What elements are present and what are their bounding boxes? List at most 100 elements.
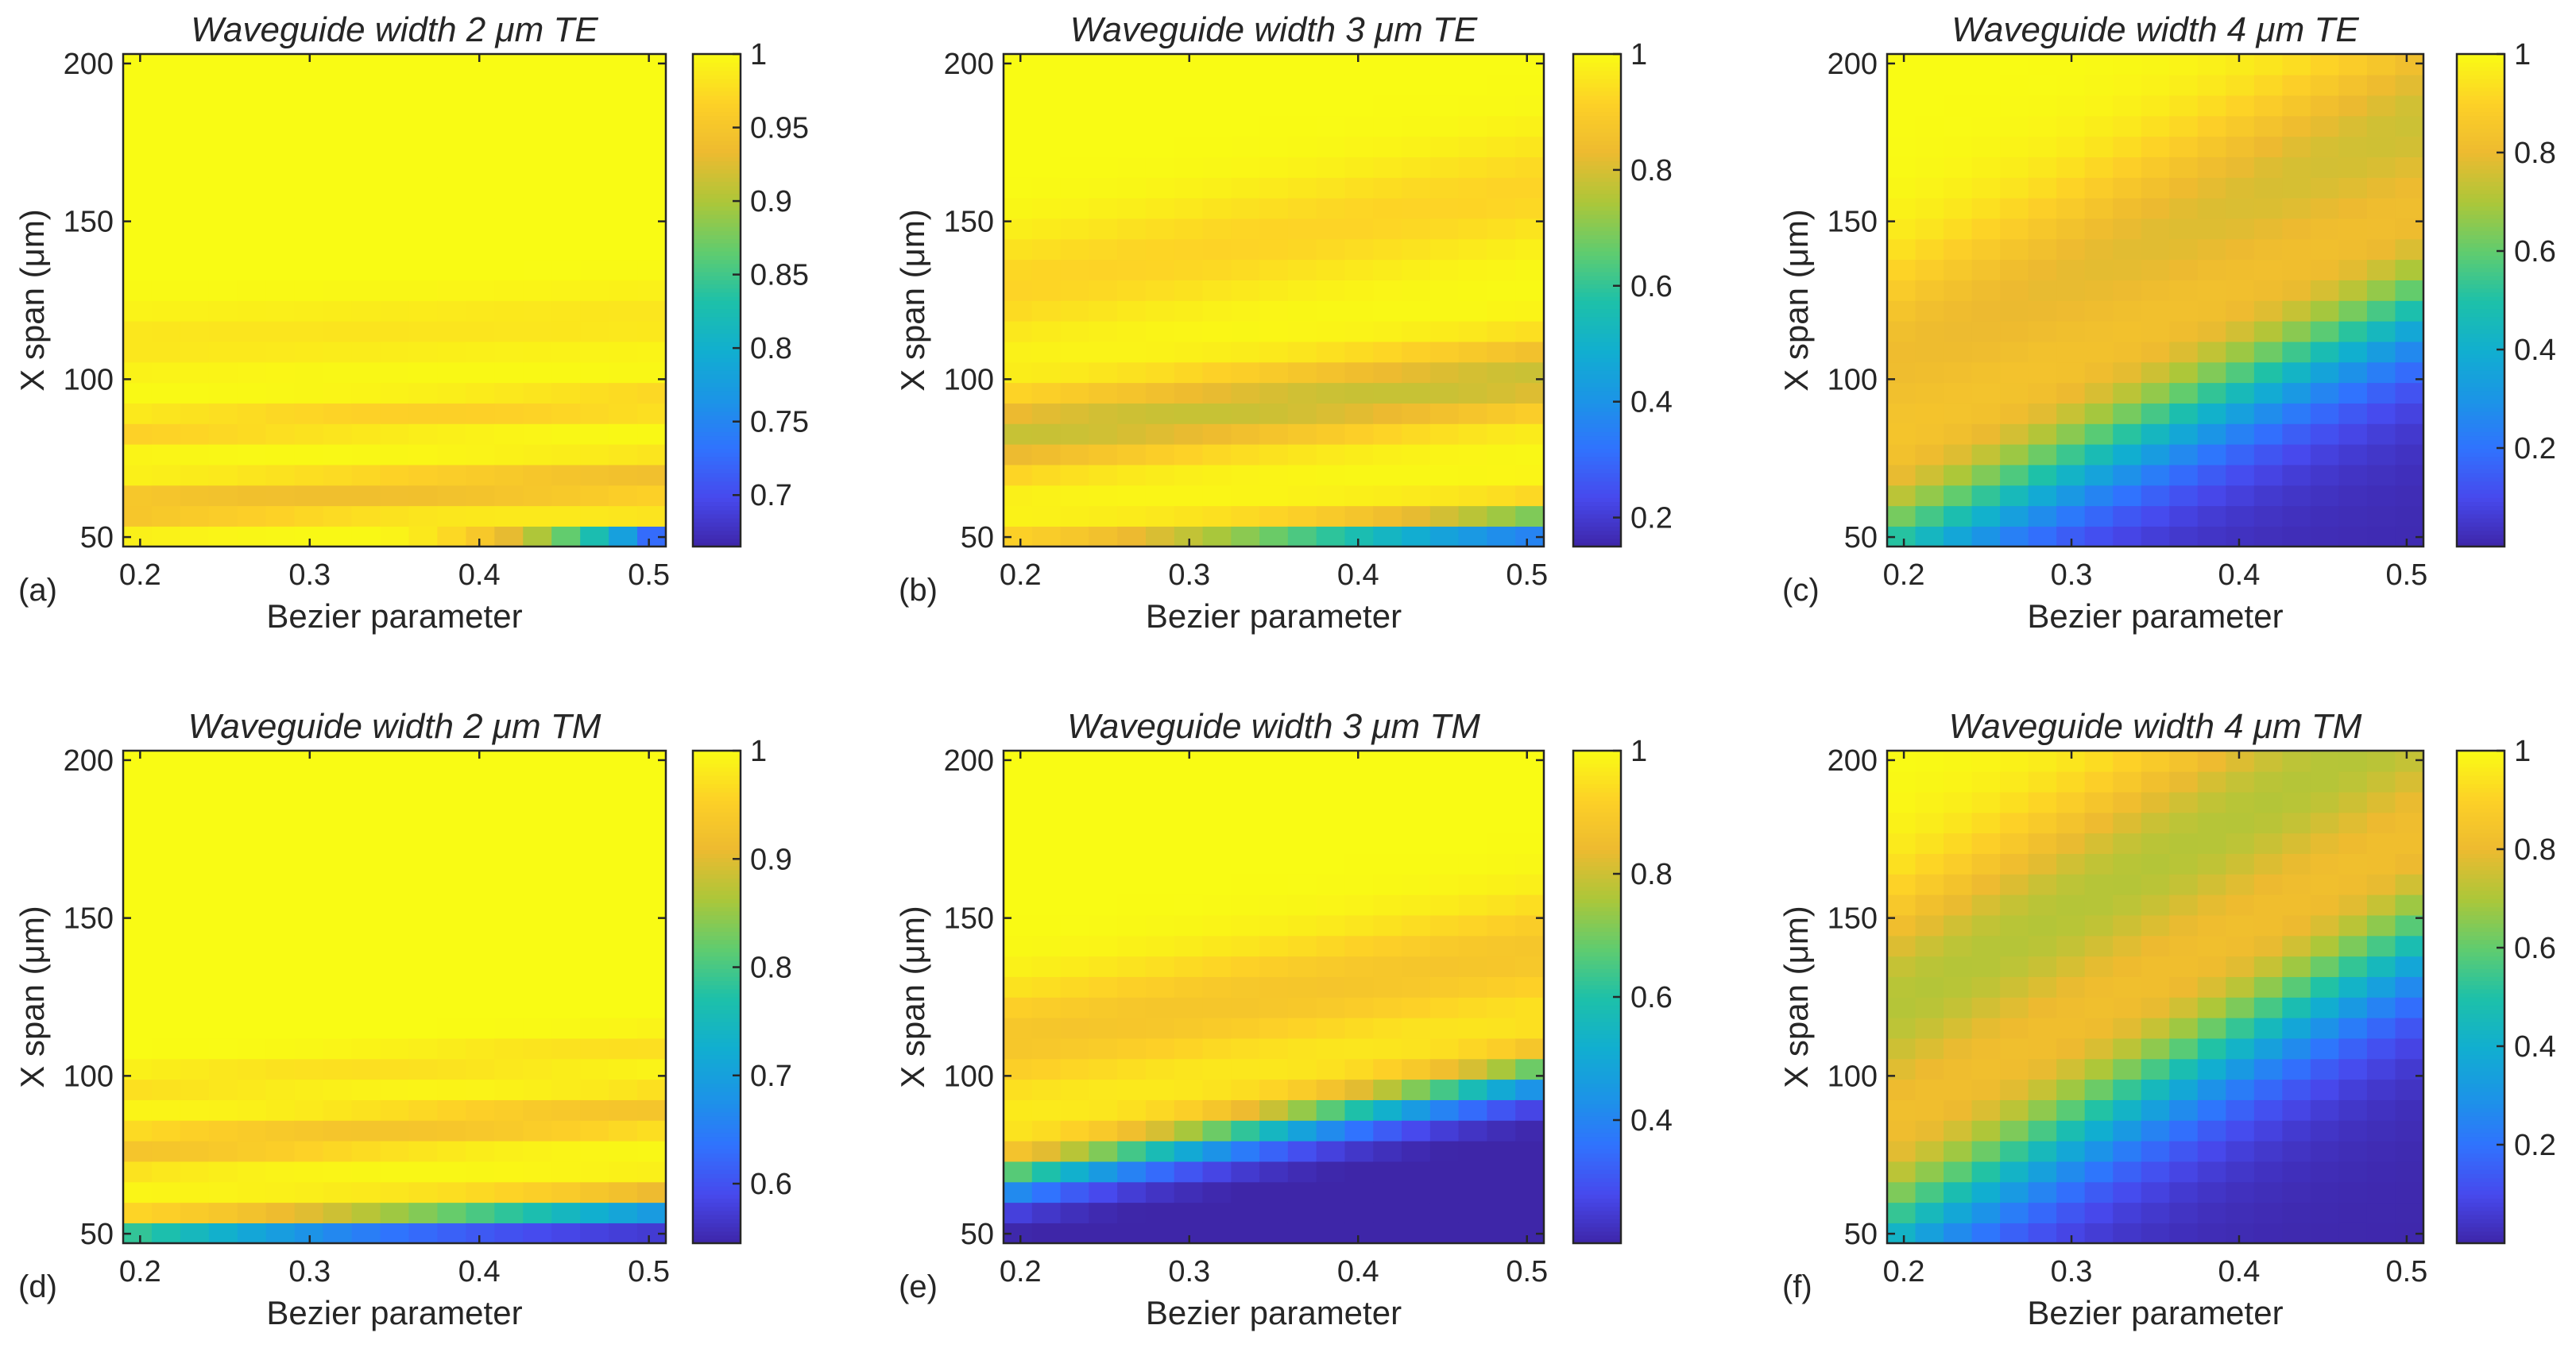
colorbar-segment: [693, 337, 741, 342]
heatmap-cell: [580, 1181, 609, 1203]
heatmap-cell: [637, 997, 667, 1018]
heatmap-cell: [1145, 74, 1175, 96]
heatmap-cell: [151, 935, 181, 957]
heatmap-cell: [2253, 341, 2284, 363]
heatmap-cell: [1944, 1120, 1973, 1142]
colorbar-segment: [1573, 337, 1621, 342]
colorbar-segment: [1573, 918, 1621, 924]
heatmap-cell: [2338, 874, 2368, 895]
heatmap-cell: [1887, 1037, 1917, 1060]
heatmap-cell: [2113, 115, 2142, 137]
heatmap-cell: [208, 320, 238, 342]
heatmap-cell: [2084, 280, 2114, 301]
heatmap-cell: [494, 771, 524, 793]
colorbar-segment: [2457, 99, 2504, 104]
heatmap-cell: [1429, 833, 1460, 854]
x-axis-label: Bezier parameter: [266, 597, 522, 635]
heatmap-cell: [208, 197, 238, 219]
heatmap-cell: [2169, 136, 2199, 157]
colorbar-segment: [2457, 1050, 2504, 1056]
heatmap-cell: [2310, 95, 2340, 117]
heatmap-cell: [2000, 1037, 2029, 1060]
heatmap-cell: [2226, 771, 2255, 793]
heatmap-cell: [2028, 320, 2057, 342]
colorbar-segment: [693, 115, 741, 121]
heatmap-cell: [2395, 136, 2424, 157]
x-axis-label: Bezier parameter: [2027, 597, 2283, 635]
colorbar-segment: [693, 972, 741, 977]
colorbar-segment: [693, 1120, 741, 1125]
heatmap-cell: [1202, 177, 1232, 199]
heatmap-cell: [2282, 403, 2311, 424]
heatmap-cell: [1887, 1140, 1917, 1162]
y-tick-label: 100: [944, 1060, 994, 1093]
heatmap-cell: [2084, 1120, 2114, 1142]
colorbar-segment: [693, 477, 741, 482]
colorbar-segment: [2457, 1095, 2504, 1100]
heatmap-cell: [2197, 1058, 2227, 1080]
heatmap-cell: [1344, 853, 1375, 875]
colorbar-segment: [693, 1107, 741, 1113]
heatmap-cell: [437, 156, 467, 178]
heatmap-cell: [351, 300, 381, 322]
heatmap-cell: [1089, 791, 1118, 813]
heatmap-cell: [551, 914, 581, 937]
colorbar-segment: [1573, 825, 1621, 829]
colorbar-segment: [1573, 489, 1621, 494]
heatmap-cell: [1402, 218, 1431, 240]
heatmap-cell: [1117, 1202, 1147, 1223]
heatmap-cell: [208, 771, 238, 793]
heatmap-cell: [1458, 1202, 1488, 1223]
heatmap-cell: [1316, 218, 1346, 240]
heatmap-cell: [609, 1017, 638, 1039]
heatmap-cell: [2084, 300, 2114, 322]
heatmap-cell: [437, 54, 467, 75]
colorbar-segment: [1573, 443, 1621, 449]
plot-frame: [1002, 52, 1545, 548]
colorbar-segment: [693, 411, 741, 416]
heatmap-cell: [2395, 156, 2424, 178]
heatmap-cell: [2056, 300, 2086, 322]
heatmap-cell: [408, 771, 439, 793]
heatmap-cell: [1145, 1140, 1175, 1162]
heatmap-cell: [1117, 218, 1147, 240]
colorbar-segment: [2457, 530, 2504, 535]
heatmap-cell: [1231, 1099, 1260, 1121]
heatmap-cell: [2197, 464, 2227, 486]
colorbar-segment: [2457, 136, 2504, 141]
heatmap-cell: [2141, 136, 2171, 157]
heatmap-cell: [466, 300, 496, 322]
heatmap-cell: [1373, 320, 1402, 342]
heatmap-cell: [523, 177, 553, 199]
heatmap-cell: [323, 54, 353, 75]
colorbar-segment: [1573, 1050, 1621, 1056]
heatmap-cell: [1145, 443, 1175, 466]
heatmap-cell: [408, 956, 439, 977]
heatmap-cell: [2197, 156, 2227, 178]
heatmap-cell: [1515, 956, 1545, 977]
heatmap-cell: [265, 1223, 296, 1244]
colorbar-segment: [2457, 853, 2504, 859]
heatmap-cell: [2028, 1037, 2057, 1060]
heatmap-cell: [408, 259, 439, 280]
heatmap-cell: [2141, 218, 2171, 240]
heatmap-cell: [1089, 1037, 1118, 1060]
heatmap-cell: [2113, 1079, 2142, 1100]
heatmap-cell: [1344, 403, 1375, 424]
heatmap-cell: [1145, 751, 1175, 772]
heatmap-cell: [1202, 341, 1232, 363]
heatmap-cell: [466, 935, 496, 957]
heatmap-cell: [2084, 1223, 2114, 1244]
heatmap-cell: [437, 259, 467, 280]
heatmap-cell: [1287, 1202, 1317, 1223]
heatmap-cell: [151, 280, 181, 301]
heatmap-cell: [1174, 197, 1204, 219]
heatmap-cell: [551, 1140, 581, 1162]
heatmap-cell: [2197, 1099, 2227, 1121]
heatmap-cell: [237, 1079, 267, 1100]
heatmap-cell: [380, 976, 410, 998]
heatmap-cell: [1487, 485, 1517, 507]
heatmap-cell: [380, 956, 410, 977]
heatmap-cell: [1944, 403, 1973, 424]
heatmap-cell: [2226, 95, 2255, 117]
